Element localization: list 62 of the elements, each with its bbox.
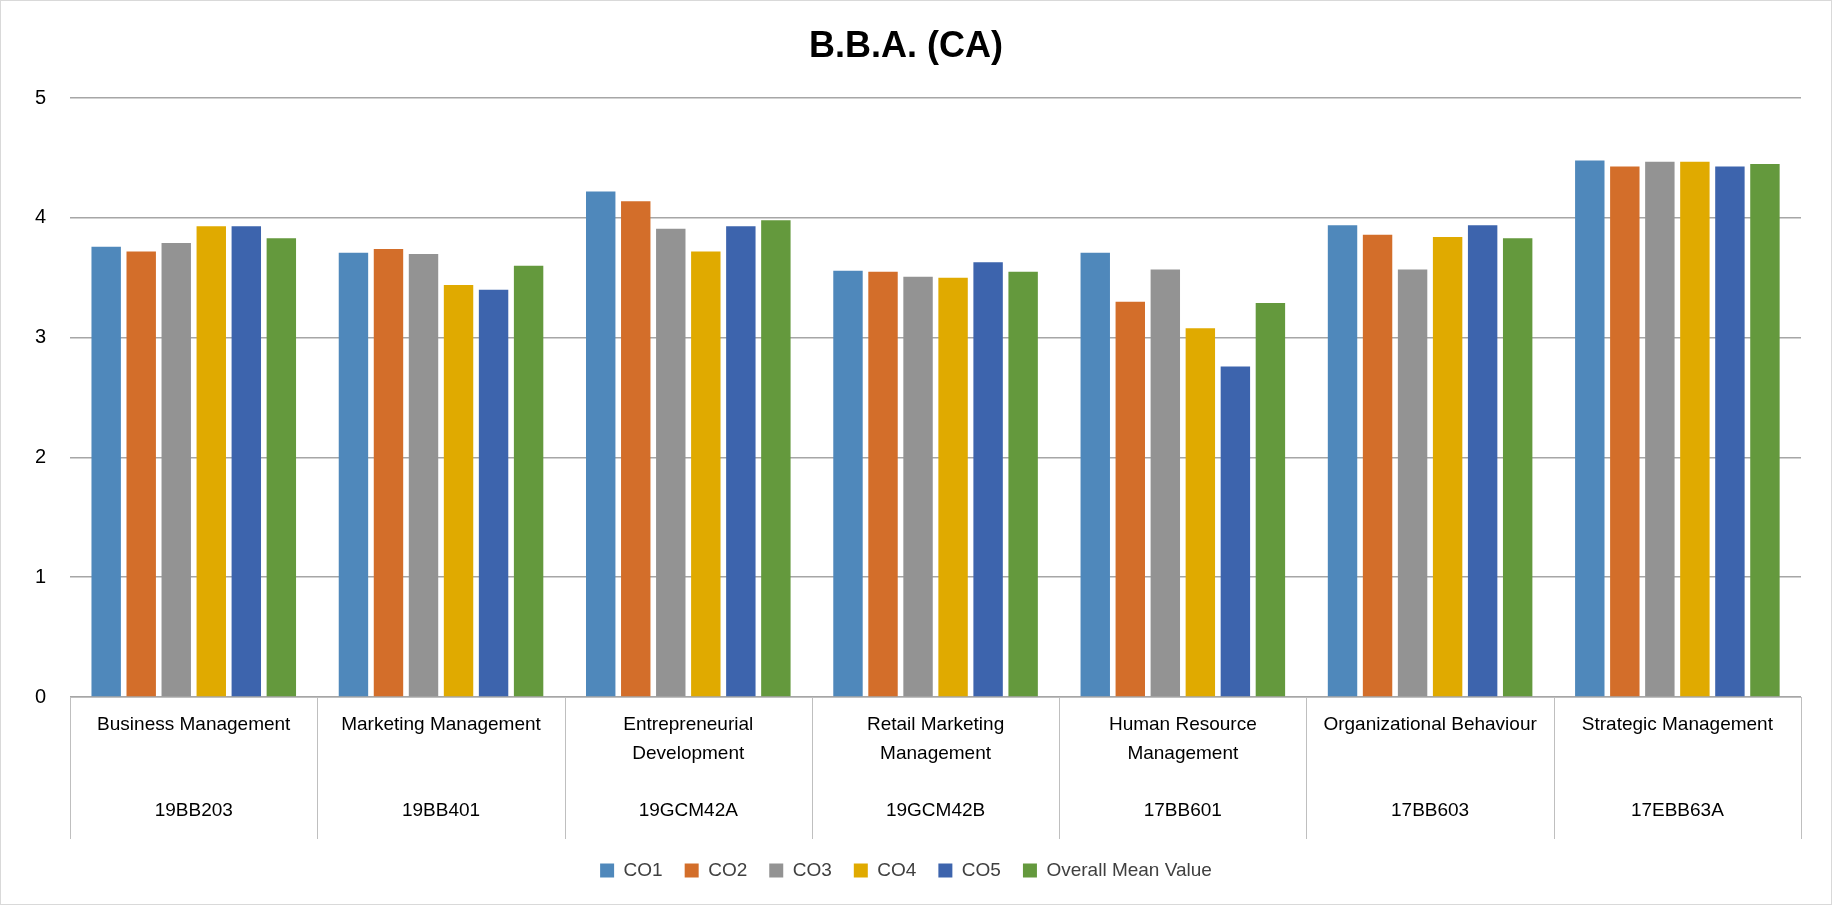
bar <box>1432 237 1463 697</box>
bar <box>1502 238 1533 697</box>
bar <box>1680 161 1710 697</box>
category-label: Marketing Management 19BB401 <box>341 713 541 820</box>
bar <box>726 226 756 697</box>
bar <box>1575 160 1605 697</box>
legend-label: Overall Mean Value <box>1046 858 1212 880</box>
category-label: Human Resource Management 17BB601 <box>1108 713 1257 820</box>
chart-title: B.B.A. (CA) <box>809 23 1003 65</box>
category-label: Retail Marketing Management 19GCM42B <box>866 713 1005 820</box>
bar <box>1115 301 1145 697</box>
bar <box>761 220 791 697</box>
bar <box>1220 366 1251 697</box>
legend-label: CO4 <box>877 858 917 880</box>
y-tick-label: 5 <box>35 85 47 108</box>
bar <box>1255 302 1286 697</box>
bar <box>586 191 616 697</box>
category-label: Strategic Management 17EBB63A <box>1581 713 1773 820</box>
bar <box>1150 269 1181 697</box>
legend-label: CO5 <box>961 858 1001 880</box>
category-label: Business Management 19BB203 <box>97 713 291 820</box>
y-tick-label: 3 <box>35 325 47 348</box>
bar <box>656 228 686 697</box>
bar <box>1397 269 1428 697</box>
bar <box>91 246 121 697</box>
bar <box>1008 271 1038 697</box>
bar <box>1715 166 1745 697</box>
bar <box>513 265 544 697</box>
bar <box>196 226 226 697</box>
bar <box>1750 164 1780 697</box>
y-tick-label: 4 <box>35 205 47 228</box>
bar <box>266 238 297 697</box>
legend-label: CO2 <box>708 858 748 880</box>
bar <box>161 243 191 697</box>
bar <box>833 270 863 697</box>
bar <box>868 271 898 697</box>
category-label: Organizational Behaviour 17BB603 <box>1323 713 1537 820</box>
bar <box>443 285 474 697</box>
y-tick-label: 2 <box>35 445 47 467</box>
bar <box>1467 225 1498 697</box>
bar <box>903 276 933 697</box>
bar <box>478 289 509 697</box>
bar <box>938 277 968 697</box>
bar <box>1610 166 1640 697</box>
bar <box>1645 161 1675 697</box>
y-tick-label: 0 <box>35 684 47 707</box>
bar <box>973 262 1003 697</box>
bar <box>1185 328 1216 697</box>
bar <box>408 253 439 697</box>
bar <box>1080 252 1110 697</box>
legend-label: CO1 <box>623 858 663 880</box>
bar <box>373 249 404 697</box>
legend-label: CO3 <box>792 858 832 880</box>
bar <box>1327 225 1358 697</box>
bar <box>126 251 156 697</box>
bar <box>621 201 651 697</box>
y-tick-label: 1 <box>35 564 47 587</box>
bar <box>1362 234 1393 697</box>
category-label: Entrepreneurial Development 19GCM42A <box>623 713 754 820</box>
bar <box>338 252 369 697</box>
bar <box>691 251 721 697</box>
bar <box>231 226 262 697</box>
